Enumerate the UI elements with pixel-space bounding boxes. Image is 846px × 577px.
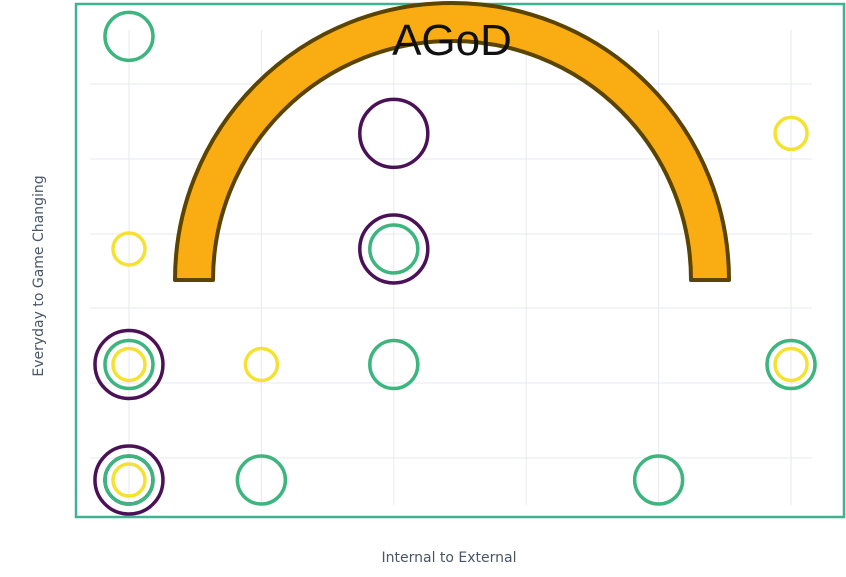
data-point-17 xyxy=(111,462,147,498)
data-point-5 xyxy=(358,213,430,285)
agod-arch: AGoD xyxy=(173,1,731,282)
data-point-6 xyxy=(368,223,420,275)
data-point-16 xyxy=(103,454,155,506)
data-point-12 xyxy=(765,338,817,391)
data-point-4 xyxy=(111,231,147,267)
data-point-3 xyxy=(773,115,809,152)
data-point-2 xyxy=(358,97,430,170)
y-axis-label: Everyday to Game Changing xyxy=(31,175,47,376)
data-point-7 xyxy=(93,328,165,401)
data-point-8 xyxy=(103,338,155,391)
data-point-1 xyxy=(103,10,155,63)
data-point-18 xyxy=(235,454,288,506)
x-axis-label: Internal to External xyxy=(382,550,517,566)
data-points xyxy=(93,10,817,516)
data-point-19 xyxy=(632,454,685,506)
arch-shape xyxy=(173,1,731,282)
data-point-14 xyxy=(93,444,165,516)
arch-label: AGoD xyxy=(392,16,512,65)
data-point-9 xyxy=(111,346,147,383)
data-point-11 xyxy=(368,338,420,391)
data-point-10 xyxy=(243,346,280,383)
data-point-13 xyxy=(773,346,809,383)
